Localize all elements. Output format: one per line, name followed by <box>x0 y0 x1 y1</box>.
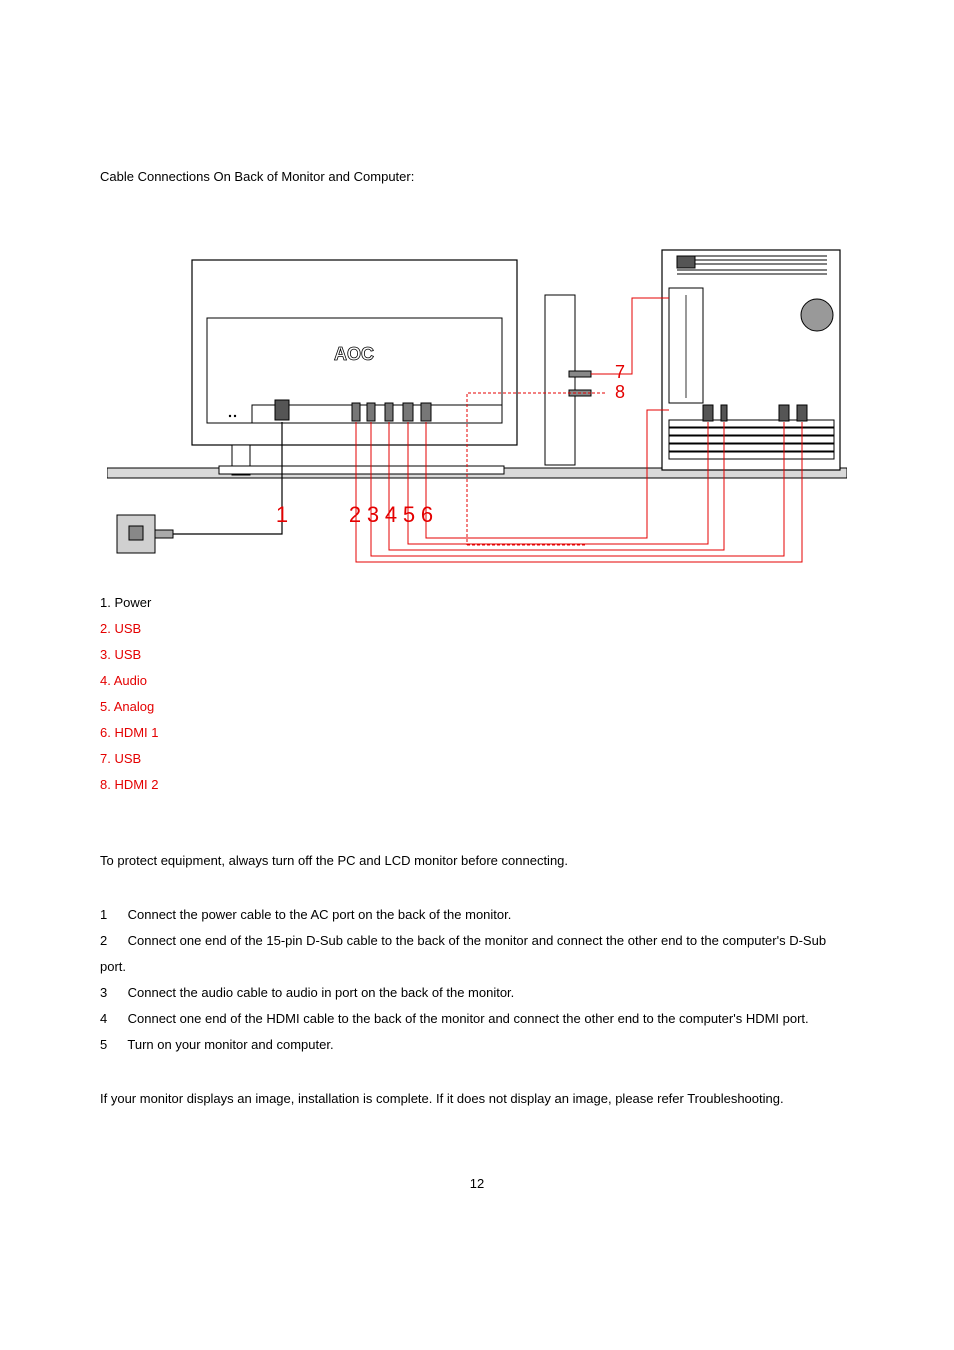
brand-logo: AOC <box>334 344 374 364</box>
side-usb-plug-7 <box>569 371 591 377</box>
plug-prong-icon <box>155 530 173 538</box>
port-plug-2 <box>352 403 360 421</box>
step-text: Connect one end of the HDMI cable to the… <box>128 1011 809 1026</box>
step-num: 3 <box>100 980 124 1006</box>
outlet-socket-icon <box>129 526 143 540</box>
step-5: 5 Turn on your monitor and computer. <box>100 1032 854 1058</box>
connection-diagram: AOC <box>107 240 847 570</box>
tower-plug-a <box>703 405 713 421</box>
step-2: 2 Connect one end of the 15-pin D-Sub ca… <box>100 928 854 980</box>
callout-4: 4 <box>385 502 397 527</box>
callout-7: 7 <box>615 362 625 382</box>
port-item-5: 5. Analog <box>100 694 854 720</box>
tower-plug-c <box>779 405 789 421</box>
dot-icon <box>229 414 231 416</box>
side-usb-block <box>545 295 575 465</box>
callout-8: 8 <box>615 382 625 402</box>
psu-switch-icon <box>677 256 695 268</box>
callout-6: 6 <box>421 502 433 527</box>
port-item-8: 8. HDMI 2 <box>100 772 854 798</box>
step-text: Connect the audio cable to audio in port… <box>128 985 515 1000</box>
intro-paragraph: To protect equipment, always turn off th… <box>100 848 854 874</box>
callout-3: 3 <box>367 502 379 527</box>
tower-plug-b <box>721 405 727 421</box>
callout-2: 2 <box>349 502 361 527</box>
dot-icon <box>234 414 236 416</box>
step-text: Turn on your monitor and computer. <box>127 1037 333 1052</box>
monitor-base <box>219 466 504 474</box>
step-4: 4 Connect one end of the HDMI cable to t… <box>100 1006 854 1032</box>
port-item-4: 4. Audio <box>100 668 854 694</box>
step-text: Connect the power cable to the AC port o… <box>128 907 512 922</box>
port-plug-6 <box>421 403 431 421</box>
port-item-2: 2. USB <box>100 616 854 642</box>
page-number: 12 <box>100 1172 854 1197</box>
port-plug-4 <box>385 403 393 421</box>
footer-paragraph: If your monitor displays an image, insta… <box>100 1086 854 1112</box>
port-item-7: 7. USB <box>100 746 854 772</box>
step-text: Connect one end of the 15-pin D-Sub cabl… <box>100 933 826 974</box>
steps-block: 1 Connect the power cable to the AC port… <box>100 902 854 1058</box>
power-connector-icon <box>275 400 289 420</box>
tower-plug-d <box>797 405 807 421</box>
fan-grille-icon <box>801 299 833 331</box>
step-1: 1 Connect the power cable to the AC port… <box>100 902 854 928</box>
callout-1: 1 <box>276 502 288 527</box>
port-item-1: 1. Power <box>100 590 854 616</box>
callout-5: 5 <box>403 502 415 527</box>
section-title: Cable Connections On Back of Monitor and… <box>100 165 854 190</box>
step-num: 4 <box>100 1006 124 1032</box>
step-3: 3 Connect the audio cable to audio in po… <box>100 980 854 1006</box>
port-plug-3 <box>367 403 375 421</box>
cable-7 <box>591 298 669 374</box>
step-num: 5 <box>100 1032 124 1058</box>
diagram-svg: AOC <box>107 240 847 570</box>
port-item-6: 6. HDMI 1 <box>100 720 854 746</box>
step-num: 2 <box>100 928 124 954</box>
port-plug-5 <box>403 403 413 421</box>
port-item-3: 3. USB <box>100 642 854 668</box>
port-list: 1. Power 2. USB 3. USB 4. Audio 5. Analo… <box>100 590 854 798</box>
step-num: 1 <box>100 902 124 928</box>
expansion-slots <box>669 420 834 459</box>
